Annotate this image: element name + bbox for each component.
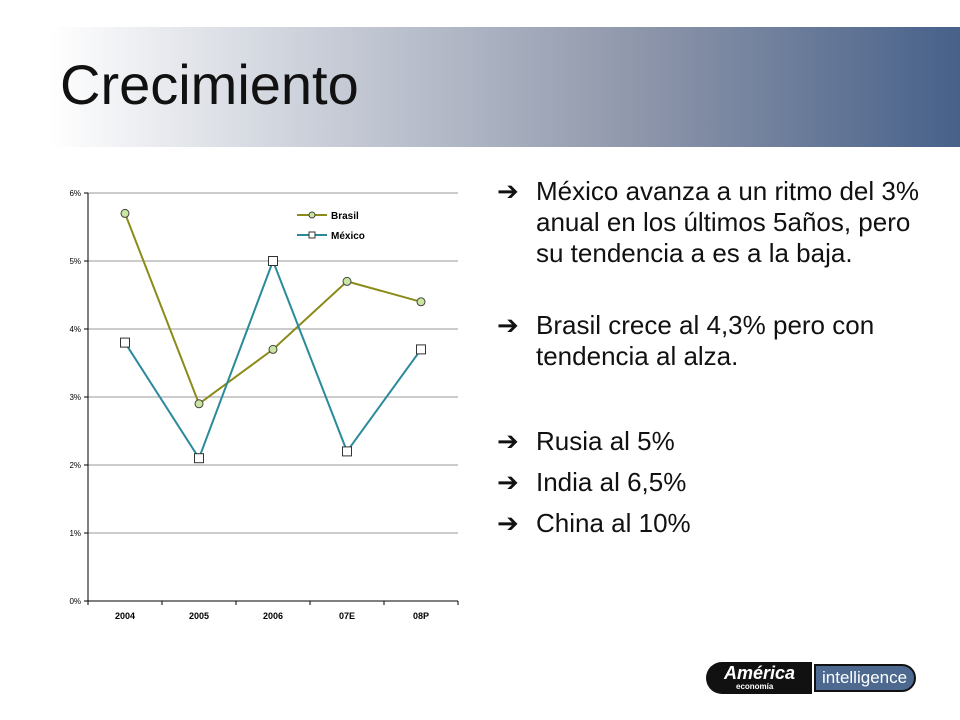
logo-brand-top: América [724,663,796,683]
right-arrow-icon: ➔ [497,426,519,456]
logo-brand-bottom: economía [736,682,774,691]
bullet-india: ➔ India al 6,5% [497,467,937,498]
logo-left-block: América economía [706,662,812,694]
bullet-text: India al 6,5% [536,467,687,497]
legend-marker [308,211,316,219]
data-point [120,208,130,218]
bullet-list: ➔ México avanza a un ritmo del 3% anual e… [497,176,937,539]
bullet-text: México avanza a un ritmo del 3% anual en… [536,176,919,268]
data-point [194,399,204,409]
bullet-text: China al 10% [536,508,691,538]
x-tick-label: 2006 [263,611,283,621]
data-point [194,453,204,464]
bullet-rusia: ➔ Rusia al 5% [497,426,937,457]
y-tick-label: 0% [69,597,81,606]
bullet-brasil: ➔ Brasil crece al 4,3% pero con tendencia… [497,310,937,372]
series-line-brasil [124,213,422,406]
right-arrow-icon: ➔ [497,508,519,538]
right-arrow-icon: ➔ [497,467,519,497]
title-bar [48,27,960,147]
bullet-mexico: ➔ México avanza a un ritmo del 3% anual e… [497,176,937,300]
y-tick-label: 5% [69,257,81,266]
x-tick-label: 07E [339,611,355,621]
y-tick-label: 1% [69,529,81,538]
growth-line-chart: 0% 1% 2% 3% 4% 5% 6% 2004 2005 2006 07E 08P Brasil Mé… [69,189,459,621]
x-tick-label: 08P [413,611,429,621]
y-tick-label: 6% [69,189,81,198]
legend-marker [308,231,316,239]
legend-label: Brasil [331,211,359,222]
data-point [416,344,426,355]
y-tick-label: 3% [69,393,81,402]
legend-label: México [331,231,365,242]
bullet-text: Rusia al 5% [536,426,675,456]
right-arrow-icon: ➔ [497,310,519,340]
data-point [342,446,352,457]
data-point [342,276,352,286]
slide-title: Crecimiento [60,53,359,116]
data-point [416,297,426,307]
right-arrow-icon: ➔ [497,176,519,206]
data-point [120,337,130,348]
america-economia-intelligence-logo: América economía intelligence [706,662,916,694]
y-tick-label: 2% [69,461,81,470]
logo-brand-right: intelligence [814,664,916,692]
data-point [268,256,278,266]
data-point [268,344,278,354]
bullet-text: Brasil crece al 4,3% pero con tendencia … [536,310,875,371]
x-tick-label: 2004 [115,611,135,621]
y-tick-label: 4% [69,325,81,334]
x-tick-label: 2005 [189,611,209,621]
bullet-china: ➔ China al 10% [497,508,937,539]
